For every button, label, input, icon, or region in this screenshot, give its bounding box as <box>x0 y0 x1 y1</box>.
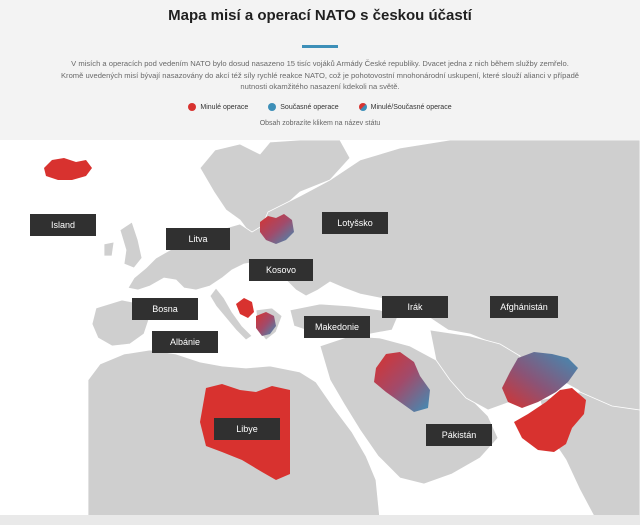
pakistan-shape[interactable] <box>514 388 586 452</box>
label-island[interactable]: Island <box>30 214 96 236</box>
iraq-shape[interactable] <box>374 352 430 412</box>
label-albanie[interactable]: Albánie <box>152 331 218 353</box>
label-irak[interactable]: Irák <box>382 296 448 318</box>
legend-label-past: Minulé operace <box>200 103 249 111</box>
afghanistan-shape[interactable] <box>502 352 578 408</box>
label-makedonie[interactable]: Makedonie <box>304 316 370 338</box>
legend-item-past: Minulé operace <box>188 103 248 111</box>
header: Mapa misí a operací NATO s českou účastí… <box>0 0 640 140</box>
label-litva[interactable]: Litva <box>166 228 230 250</box>
label-afghanistan[interactable]: Afghánistán <box>490 296 558 318</box>
label-libye[interactable]: Libye <box>214 418 280 440</box>
past-dot-icon <box>188 103 197 111</box>
title-underline <box>302 45 338 48</box>
page-title: Mapa misí a operací NATO s českou účastí <box>168 7 472 24</box>
bosnia-shape[interactable] <box>236 298 254 318</box>
lithuania-latvia-shape[interactable] <box>260 214 294 244</box>
hint-text: Obsah zobrazíte klikem na název státu <box>259 120 381 127</box>
current-dot-icon <box>268 103 277 111</box>
legend: Minulé operace Současné operace Minulé/S… <box>0 103 640 111</box>
legend-label-mixed: Minulé/Současné operace <box>370 103 452 111</box>
legend-item-mixed: Minulé/Současné operace <box>358 103 452 111</box>
footer-strip <box>0 515 640 525</box>
map: Island Litva Lotyšsko Kosovo Bosna Albán… <box>0 140 640 520</box>
label-kosovo[interactable]: Kosovo <box>249 259 313 281</box>
iceland-shape[interactable] <box>44 158 92 180</box>
label-lotyssko[interactable]: Lotyšsko <box>322 212 388 234</box>
label-pakistan[interactable]: Pákistán <box>426 424 492 446</box>
mixed-dot-icon <box>358 103 367 111</box>
kosovo-macedonia-shape[interactable] <box>256 312 276 336</box>
legend-label-current: Současné operace <box>280 103 339 111</box>
intro-text: V misích a operacích pod vedením NATO by… <box>60 59 580 91</box>
legend-item-current: Současné operace <box>268 103 339 111</box>
label-bosna[interactable]: Bosna <box>132 298 198 320</box>
